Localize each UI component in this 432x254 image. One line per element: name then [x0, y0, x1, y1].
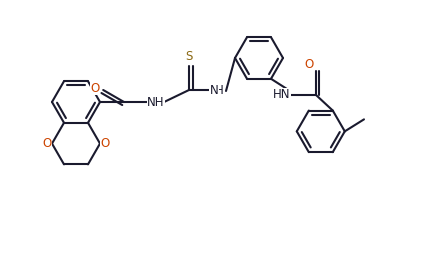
Text: NH: NH [147, 97, 165, 109]
Text: O: O [304, 58, 313, 71]
Text: O: O [91, 82, 100, 94]
Text: S: S [185, 51, 193, 64]
Text: O: O [100, 137, 110, 150]
Text: N: N [210, 85, 218, 98]
Text: H: H [215, 85, 223, 98]
Text: O: O [42, 137, 52, 150]
Text: HN: HN [273, 88, 291, 101]
